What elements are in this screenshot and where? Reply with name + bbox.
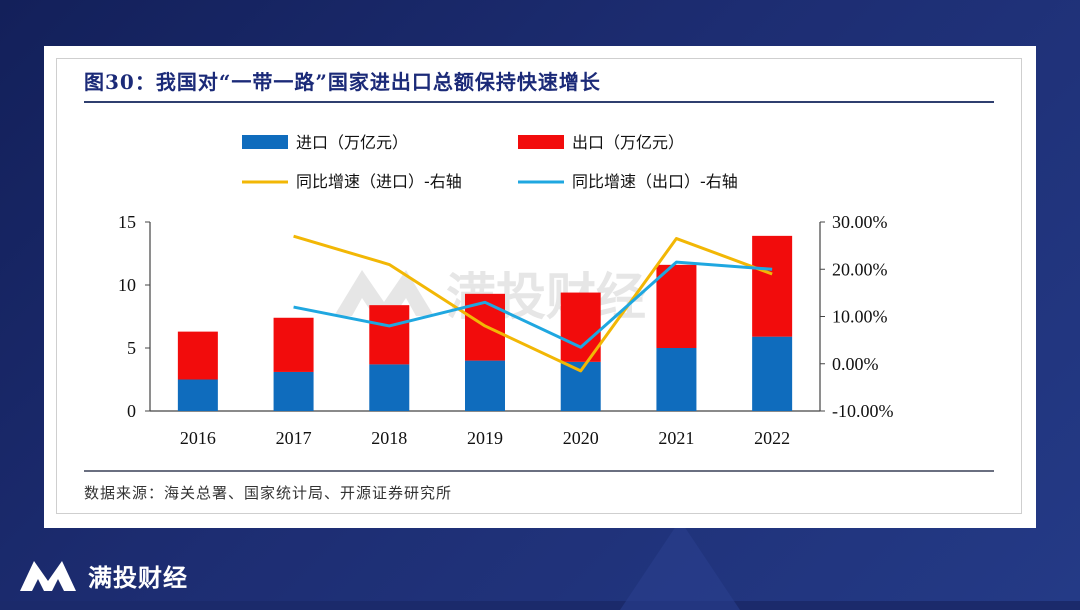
chart-card: 图30：我国对“一带一路”国家进出口总额保持快速增长 进口（万亿元） 出口（万亿…: [44, 46, 1036, 528]
bar-export: [656, 264, 697, 348]
left-axis-tick-label: 15: [118, 212, 136, 232]
bar-import: [752, 336, 793, 411]
x-axis-tick-label: 2016: [180, 428, 216, 448]
legend-label-import-growth: 同比增速（进口）-右轴: [296, 172, 462, 191]
watermark-logo-icon: [334, 270, 434, 316]
mt-logo-icon: [20, 561, 76, 591]
legend: 进口（万亿元） 出口（万亿元） 同比增速（进口）-右轴 同比增速（出口）-右轴: [242, 133, 738, 191]
bar-import: [656, 348, 697, 411]
bar-import: [369, 364, 410, 411]
source-divider: [84, 470, 994, 472]
legend-label-import: 进口（万亿元）: [296, 133, 408, 152]
right-axis-tick-label: 20.00%: [832, 259, 888, 279]
bar-export: [273, 317, 314, 372]
bar-export: [369, 305, 410, 365]
card-frame: [56, 58, 1022, 514]
right-axis-tick-label: 10.00%: [832, 307, 888, 327]
x-axis-tick-label: 2020: [563, 428, 599, 448]
chart-svg: 进口（万亿元） 出口（万亿元） 同比增速（进口）-右轴 同比增速（出口）-右轴 …: [118, 133, 894, 448]
x-axis-tick-label: 2021: [658, 428, 694, 448]
line-export-growth: [293, 260, 773, 349]
chart-title: 图30：我国对“一带一路”国家进出口总额保持快速增长: [84, 70, 601, 94]
bar-export: [752, 235, 793, 337]
background-triangle-decoration: [620, 520, 740, 610]
left-axis-tick-label: 0: [127, 401, 136, 421]
bar-import: [177, 379, 218, 411]
legend-label-export: 出口（万亿元）: [572, 133, 684, 152]
right-axis-tick-label: -10.00%: [832, 401, 894, 421]
bar-import: [273, 371, 314, 411]
brand-footer: 满投财经: [18, 555, 188, 595]
left-axis-tick-label: 5: [127, 338, 136, 358]
x-axis-tick-label: 2022: [754, 428, 790, 448]
plot-area: 0 5 10 15 -10.00% 0.00% 10.00% 20.00% 30.00% 2016…: [118, 212, 894, 448]
left-axis-tick-label: 10: [118, 275, 136, 295]
brand-name: 满投财经: [88, 563, 188, 592]
right-axis-tick-label: 30.00%: [832, 212, 888, 232]
x-axis-tick-label: 2018: [371, 428, 407, 448]
x-axis-tick-label: 2017: [276, 428, 312, 448]
bar-export: [177, 331, 218, 380]
right-axis-tick-label: 0.00%: [832, 354, 879, 374]
legend-swatch-import: [242, 135, 288, 149]
title-divider: [84, 101, 994, 103]
legend-swatch-export: [518, 135, 564, 149]
bar-import: [465, 360, 505, 411]
legend-label-export-growth: 同比增速（出口）-右轴: [572, 172, 738, 191]
source-note: 数据来源：海关总署、国家统计局、开源证券研究所: [84, 484, 453, 502]
x-axis-tick-label: 2019: [467, 428, 503, 448]
line-import-growth: [293, 234, 773, 373]
